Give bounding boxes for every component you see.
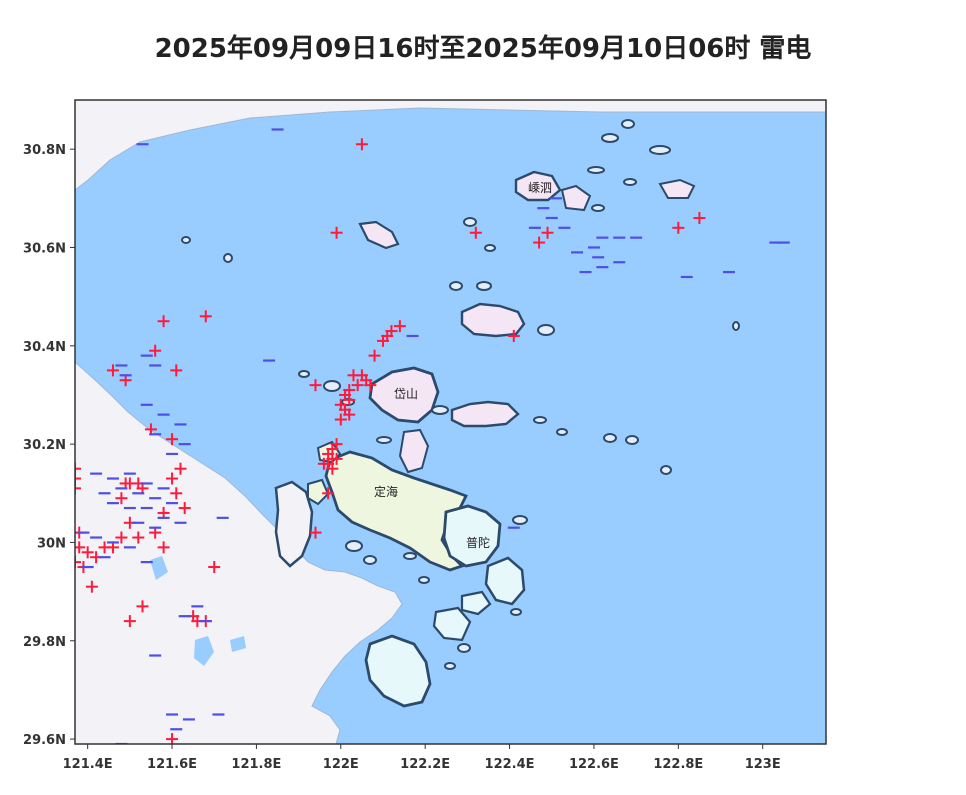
x-tick-label: 122.8E [653,757,703,772]
lightning-positive-marker [157,541,170,554]
island-shengsi [514,170,562,202]
x-tick-label: 121.8E [231,757,281,772]
lightning-positive-marker [75,472,81,485]
lightning-positive-marker [115,492,128,505]
lightning-positive-marker [106,364,119,377]
x-axis: 121.4E 121.6E 121.8E 122E 122.2E 122.4E 122.6E… [63,744,781,772]
lightning-positive-marker [166,472,179,485]
island [484,556,526,606]
island [358,220,400,250]
lightning-positive-marker [507,329,520,342]
lightning-positive-marker [351,379,364,392]
island [364,634,432,708]
x-tick-label: 121.4E [63,757,113,772]
y-tick-label: 30N [37,536,66,551]
page-title: 2025年09月09日16时至2025年09月10日06时 雷电 [154,34,812,64]
mainland-north-shore [75,100,826,191]
lightning-positive-marker [115,531,128,544]
lightning-positive-marker [347,369,360,382]
y-tick-label: 30.6N [23,241,66,256]
x-tick-label: 121.6E [147,757,197,772]
lightning-positive-marker [174,462,187,475]
lightning-positive-marker [309,526,322,539]
lightning-positive-marker [672,221,685,234]
lightning-positive-marker [123,615,136,628]
island [398,428,430,474]
inland-water [150,556,168,580]
island [450,400,520,428]
lightning-positive-marker [385,325,398,338]
lightning-positive-marker [208,561,221,574]
x-tick-label: 122.6E [569,757,619,772]
x-tick-label: 123E [745,757,781,772]
y-axis: 30.8N 30.6N 30.4N 30.2N 30N 29.8N 29.6N [23,143,75,748]
x-tick-label: 122E [323,757,359,772]
lightning-positive-marker [309,379,322,392]
island [432,606,472,642]
y-tick-label: 29.8N [23,635,66,650]
lightning-positive-marker [170,364,183,377]
lightning-positive-marker [343,408,356,421]
y-tick-label: 30.4N [23,340,66,355]
lightning-positive-marker [364,379,377,392]
y-tick-label: 30.2N [23,438,66,453]
island-jintang [274,480,314,568]
lightning-positive-marker [85,580,98,593]
inland-water [230,636,246,652]
island [460,302,526,338]
place-label-shengsi: 嵊泗 [528,181,552,195]
lightning-positive-marker [136,600,149,613]
lightning-positive-marker [157,315,170,328]
lightning-positive-marker [132,531,145,544]
inland-water [194,636,214,666]
island [460,590,492,616]
island-putuo [442,504,502,568]
lightning-positive-marker [166,733,179,744]
lightning-positive-marker [330,226,343,239]
lightning-markers [75,128,790,744]
small-islands [181,119,740,670]
lightning-positive-marker [75,462,81,475]
island [658,178,696,199]
x-tick-label: 122.2E [400,757,450,772]
island [560,184,592,212]
lightning-positive-marker [166,433,179,446]
lightning-positive-marker [355,138,368,151]
lightning-positive-marker [393,320,406,333]
lightning-positive-marker [368,349,381,362]
island [307,478,330,506]
lightning-positive-marker [541,226,554,239]
lightning-positive-marker [376,334,389,347]
place-label-putuo: 普陀 [466,535,490,550]
place-label-daishan: 岱山 [394,387,418,401]
lightning-positive-marker [199,310,212,323]
lightning-positive-marker [149,344,162,357]
lightning-positive-marker [693,211,706,224]
x-tick-label: 122.4E [485,757,535,772]
lightning-positive-marker [81,546,94,559]
map-features [75,100,826,744]
lightning-positive-marker [178,502,191,515]
map-plot-area: 嵊泗 岱山 定海 普陀 [74,99,827,745]
y-tick-label: 30.8N [23,143,66,158]
lightning-positive-marker [322,487,335,500]
lightning-positive-marker [469,226,482,239]
lightning-positive-marker [326,462,339,475]
lightning-positive-marker [75,482,81,495]
lightning-positive-marker [330,452,343,465]
place-label-dinghai: 定海 [374,484,398,499]
lightning-positive-marker [334,413,347,426]
lightning-positive-marker [170,487,183,500]
plot-frame [74,99,827,745]
lightning-positive-marker [343,393,356,406]
lightning-positive-marker [75,556,81,569]
lightning-positive-marker [533,236,546,249]
y-tick-label: 29.6N [23,733,66,748]
mainland-south-shore [75,361,403,744]
